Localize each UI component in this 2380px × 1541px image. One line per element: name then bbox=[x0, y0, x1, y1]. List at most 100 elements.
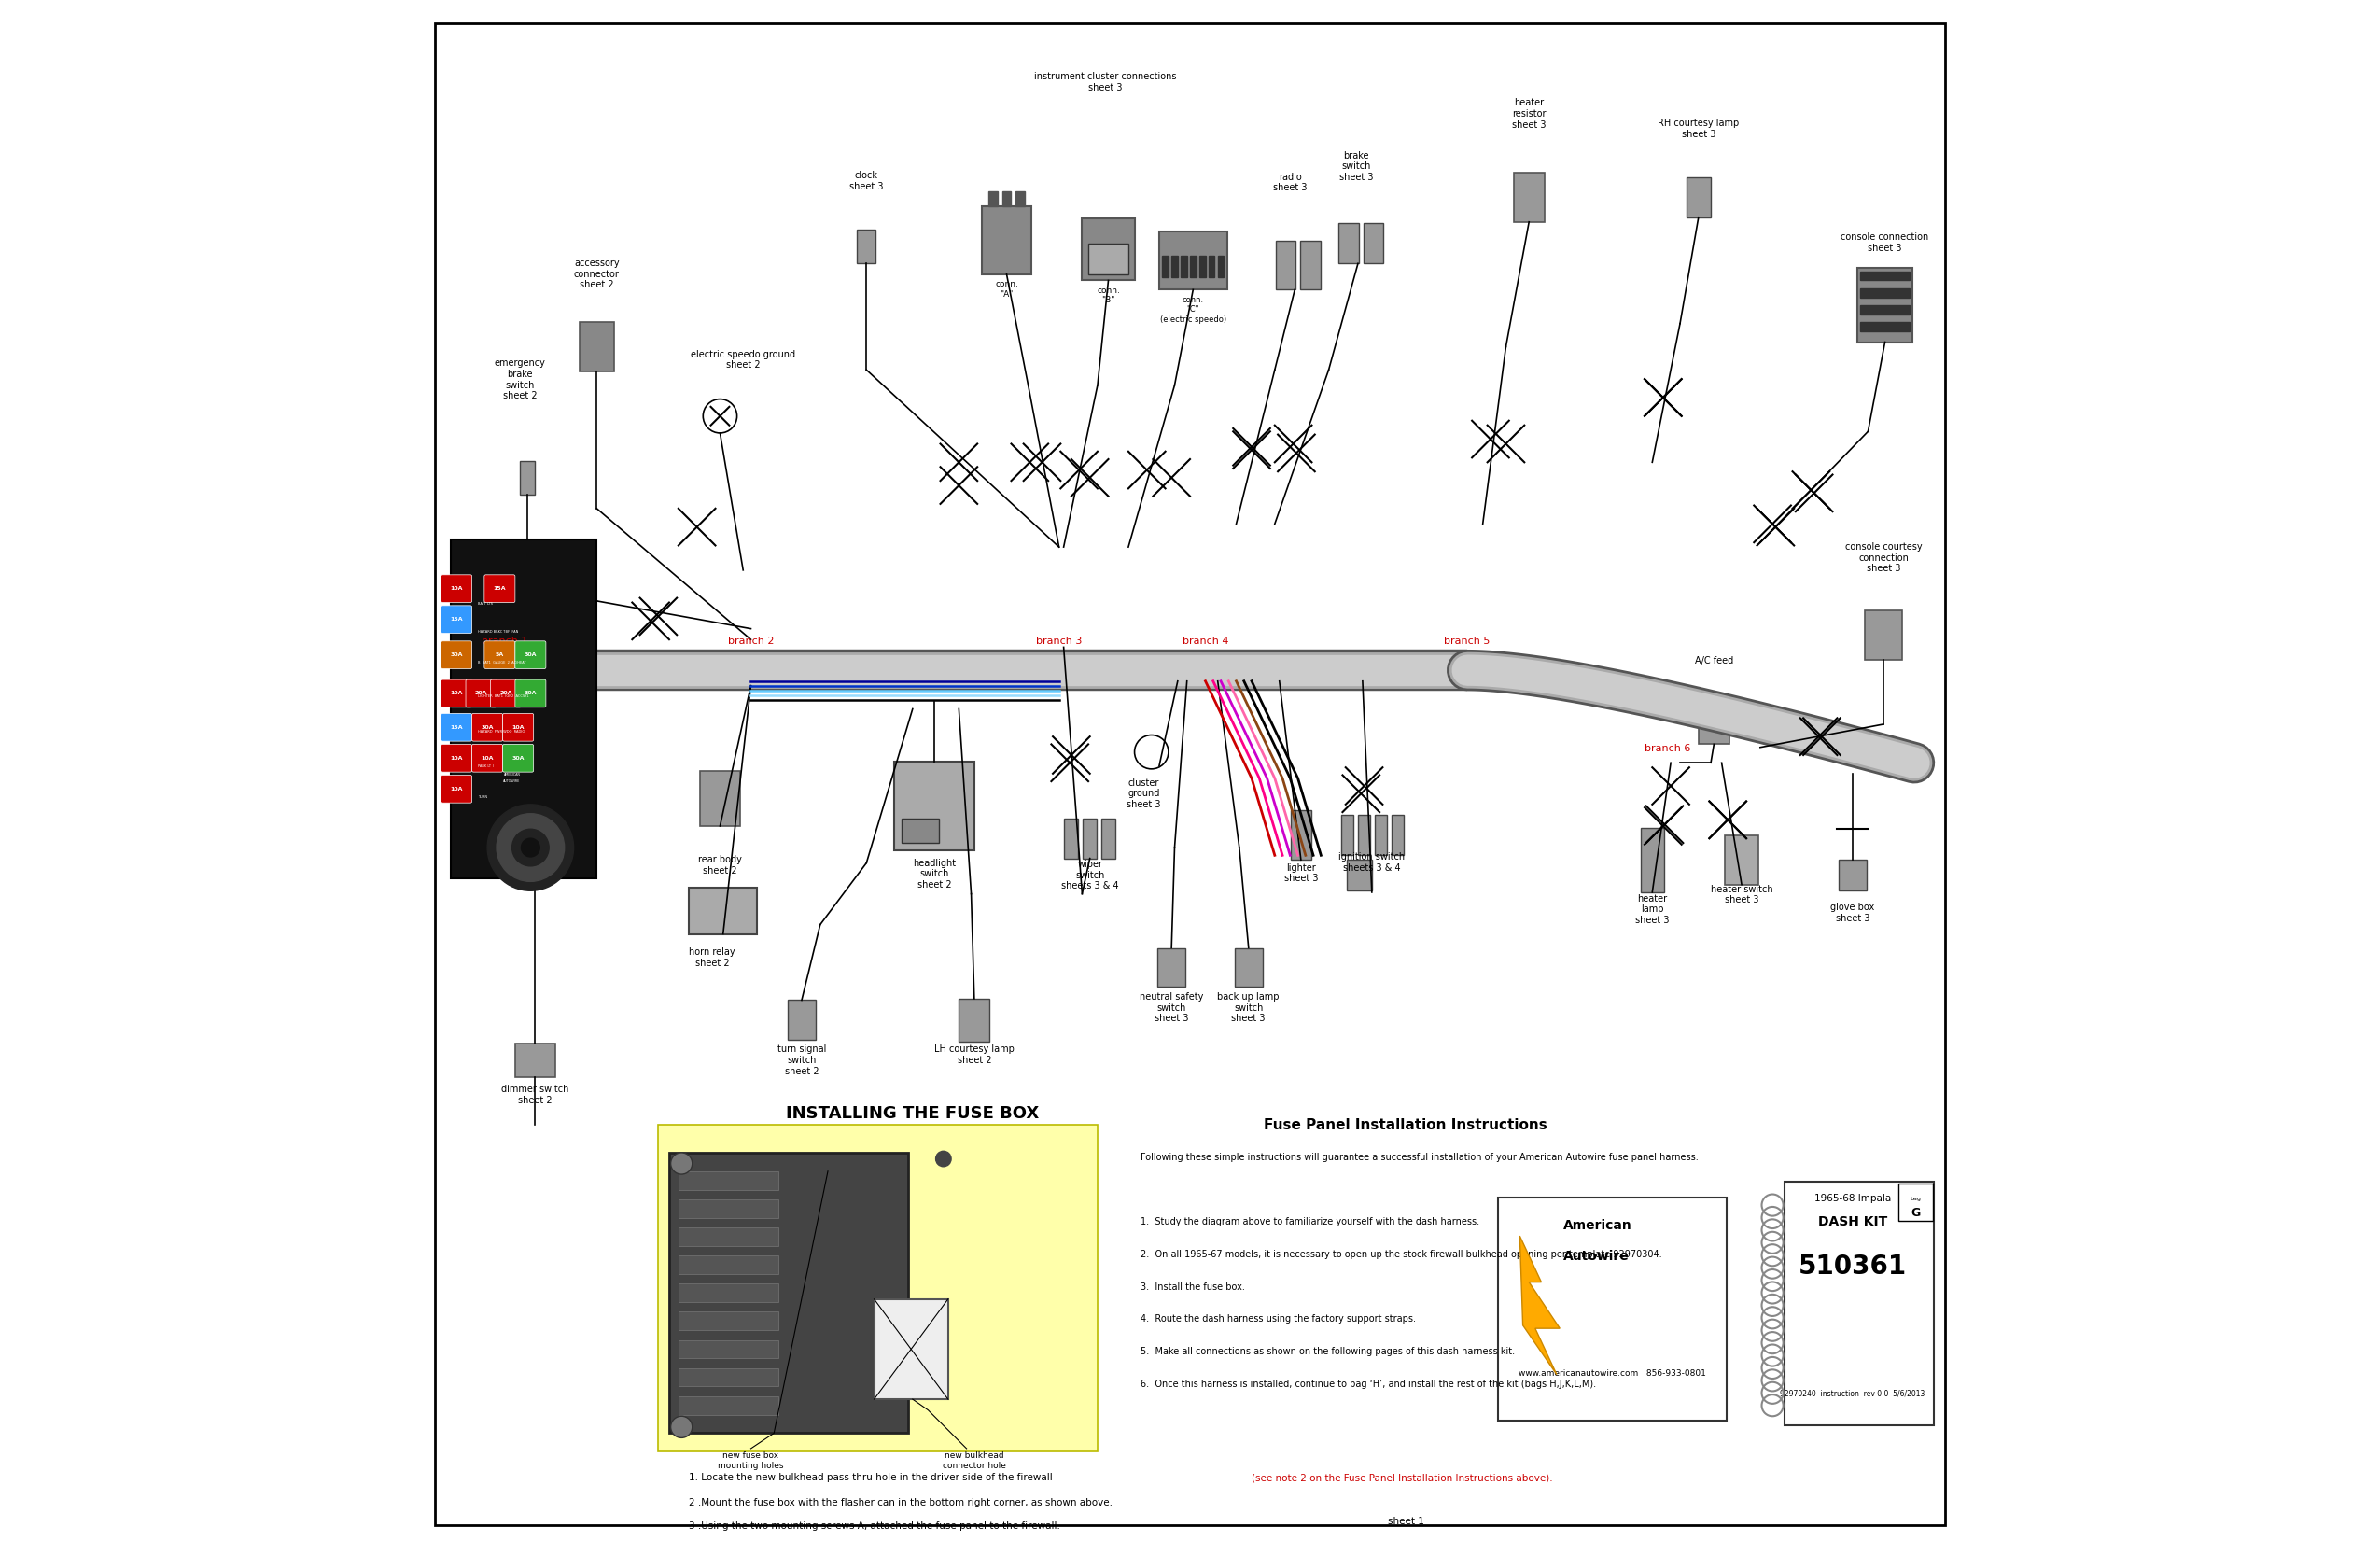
Text: 4.  Route the dash harness using the factory support straps.: 4. Route the dash harness using the fact… bbox=[1140, 1314, 1416, 1324]
Bar bbox=[1190, 256, 1197, 277]
Text: bag: bag bbox=[1911, 1196, 1921, 1202]
Text: Fuse Panel Installation Instructions: Fuse Panel Installation Instructions bbox=[1264, 1119, 1547, 1133]
Text: 3 .Using the two mounting screws A, attached the fuse panel to the firewall.: 3 .Using the two mounting screws A, atta… bbox=[690, 1521, 1061, 1530]
Bar bbox=[1899, 1183, 1933, 1220]
Bar bbox=[1347, 860, 1371, 891]
Text: cluster
ground
sheet 3: cluster ground sheet 3 bbox=[1126, 778, 1161, 809]
Text: 15A: 15A bbox=[450, 724, 462, 730]
FancyBboxPatch shape bbox=[1159, 231, 1228, 290]
FancyBboxPatch shape bbox=[483, 575, 514, 603]
FancyBboxPatch shape bbox=[514, 1043, 555, 1077]
Text: heater switch
sheet 3: heater switch sheet 3 bbox=[1711, 885, 1773, 905]
Bar bbox=[1157, 948, 1185, 988]
Bar bbox=[1364, 223, 1383, 264]
Bar bbox=[1840, 860, 1866, 891]
Bar bbox=[1290, 811, 1311, 860]
FancyBboxPatch shape bbox=[1083, 219, 1135, 280]
Circle shape bbox=[512, 829, 550, 866]
Text: dimmer switch
sheet 2: dimmer switch sheet 2 bbox=[502, 1085, 569, 1105]
Text: instrument cluster connections
sheet 3: instrument cluster connections sheet 3 bbox=[1033, 72, 1176, 92]
Bar bbox=[678, 1284, 778, 1302]
Bar bbox=[1209, 256, 1214, 277]
Text: horn relay
sheet 2: horn relay sheet 2 bbox=[690, 948, 735, 968]
Text: 10A: 10A bbox=[512, 724, 524, 730]
Bar bbox=[1785, 1182, 1935, 1425]
FancyBboxPatch shape bbox=[1856, 268, 1914, 342]
Text: heater
resistor
sheet 3: heater resistor sheet 3 bbox=[1511, 99, 1547, 129]
Text: 510361: 510361 bbox=[1799, 1254, 1906, 1279]
Text: RH courtesy lamp
sheet 3: RH courtesy lamp sheet 3 bbox=[1659, 119, 1740, 139]
Text: rear body
sheet 2: rear body sheet 2 bbox=[697, 855, 743, 875]
Text: neutral safety
switch
sheet 3: neutral safety switch sheet 3 bbox=[1140, 992, 1204, 1023]
Text: branch 6: branch 6 bbox=[1645, 744, 1690, 754]
Bar bbox=[1338, 223, 1359, 264]
Text: 30A: 30A bbox=[481, 724, 493, 730]
Text: 1965-68 Impala: 1965-68 Impala bbox=[1814, 1194, 1892, 1204]
Text: heater
lamp
sheet 3: heater lamp sheet 3 bbox=[1635, 894, 1668, 925]
Circle shape bbox=[671, 1153, 693, 1174]
Text: 10A: 10A bbox=[450, 786, 462, 792]
Text: branch 3: branch 3 bbox=[1035, 636, 1083, 646]
FancyBboxPatch shape bbox=[471, 713, 502, 741]
Bar bbox=[1861, 271, 1909, 280]
Bar bbox=[1219, 256, 1223, 277]
Bar bbox=[1685, 177, 1711, 217]
Text: conn.
"A": conn. "A" bbox=[995, 280, 1019, 299]
Text: A/C feed: A/C feed bbox=[1695, 656, 1733, 666]
Bar bbox=[1102, 818, 1116, 858]
Circle shape bbox=[671, 1416, 693, 1438]
Bar bbox=[678, 1256, 778, 1274]
Text: clock
sheet 3: clock sheet 3 bbox=[850, 171, 883, 191]
Text: conn.
"C"
(electric speedo): conn. "C" (electric speedo) bbox=[1159, 296, 1226, 324]
Bar bbox=[857, 230, 876, 264]
Bar bbox=[1276, 240, 1295, 290]
Text: 20A: 20A bbox=[500, 690, 512, 697]
Bar bbox=[1171, 256, 1178, 277]
Bar bbox=[1861, 288, 1909, 297]
Text: 10A: 10A bbox=[450, 586, 462, 592]
FancyBboxPatch shape bbox=[502, 744, 533, 772]
Text: HAZARD BRKC TBF  FAN: HAZARD BRKC TBF FAN bbox=[478, 630, 519, 633]
Text: B  BAT1  GAUGE  2  AC/HEAT: B BAT1 GAUGE 2 AC/HEAT bbox=[478, 661, 526, 664]
Text: branch 2: branch 2 bbox=[728, 636, 774, 646]
Text: electric speedo ground
sheet 2: electric speedo ground sheet 2 bbox=[690, 350, 795, 370]
FancyBboxPatch shape bbox=[440, 744, 471, 772]
Text: LH courtesy lamp
sheet 2: LH courtesy lamp sheet 2 bbox=[935, 1045, 1014, 1065]
Text: LIGHTER  BAT1  IGN2  ACCSY1: LIGHTER BAT1 IGN2 ACCSY1 bbox=[478, 695, 528, 698]
FancyBboxPatch shape bbox=[690, 888, 757, 934]
FancyBboxPatch shape bbox=[1726, 835, 1759, 885]
Text: brake
switch
sheet 3: brake switch sheet 3 bbox=[1340, 151, 1373, 182]
Text: Autowire: Autowire bbox=[1564, 1250, 1628, 1262]
Text: 5A: 5A bbox=[495, 652, 505, 658]
Text: sheet 1: sheet 1 bbox=[1388, 1516, 1423, 1526]
Text: 92970240  instruction  rev 0.0  5/6/2013: 92970240 instruction rev 0.0 5/6/2013 bbox=[1780, 1388, 1925, 1398]
Text: HAZARD  PWR WDO  RADIO: HAZARD PWR WDO RADIO bbox=[478, 730, 526, 734]
FancyBboxPatch shape bbox=[502, 713, 533, 741]
Text: 6.  Once this harness is installed, continue to bag ‘H’, and install the rest of: 6. Once this harness is installed, conti… bbox=[1140, 1379, 1597, 1388]
Text: 10A: 10A bbox=[450, 690, 462, 697]
FancyBboxPatch shape bbox=[440, 775, 471, 803]
FancyBboxPatch shape bbox=[983, 206, 1031, 274]
Text: branch 1: branch 1 bbox=[481, 636, 528, 646]
FancyBboxPatch shape bbox=[895, 761, 973, 851]
Bar bbox=[1861, 305, 1909, 314]
FancyBboxPatch shape bbox=[490, 680, 521, 707]
Text: glove box
sheet 3: glove box sheet 3 bbox=[1830, 903, 1875, 923]
Text: 30A: 30A bbox=[524, 690, 538, 697]
Bar bbox=[1064, 818, 1078, 858]
Circle shape bbox=[497, 814, 564, 881]
FancyBboxPatch shape bbox=[471, 744, 502, 772]
FancyBboxPatch shape bbox=[1088, 243, 1128, 274]
Text: 30A: 30A bbox=[450, 652, 462, 658]
Text: emergency
brake
switch
sheet 2: emergency brake switch sheet 2 bbox=[495, 359, 545, 401]
Text: conn.
"B": conn. "B" bbox=[1097, 287, 1121, 305]
FancyBboxPatch shape bbox=[440, 575, 471, 603]
Polygon shape bbox=[1521, 1236, 1559, 1375]
Bar bbox=[1340, 815, 1354, 855]
Bar bbox=[1640, 828, 1664, 892]
FancyBboxPatch shape bbox=[483, 641, 514, 669]
Bar bbox=[678, 1171, 778, 1190]
Text: 30A: 30A bbox=[512, 755, 524, 761]
Text: 10A: 10A bbox=[481, 755, 493, 761]
Bar bbox=[1180, 256, 1188, 277]
